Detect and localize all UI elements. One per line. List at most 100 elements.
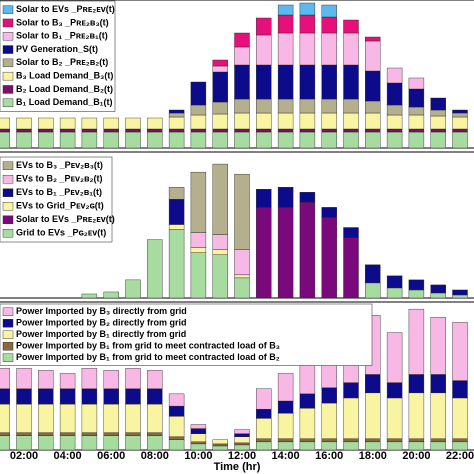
bar-segment [299, 441, 316, 451]
bar-segment [256, 34, 272, 66]
bar-segment [365, 128, 381, 133]
bar-segment [256, 408, 272, 419]
bar-segment [386, 441, 403, 451]
bar-segment [299, 438, 316, 443]
bar-segment [81, 128, 98, 133]
bar-segment [299, 128, 316, 133]
bar-segment [430, 131, 446, 149]
bar-segment [430, 441, 446, 451]
bar-segment [256, 98, 272, 114]
bar-segment [38, 403, 54, 433]
bar-segment [16, 403, 32, 433]
bar-segment [386, 114, 403, 130]
bar-segment [277, 14, 294, 34]
bar-segment [321, 438, 337, 443]
bar-segment [343, 131, 359, 149]
bar-segment [234, 173, 250, 250]
bar-segment [234, 64, 250, 100]
bar-segment [386, 287, 403, 299]
bar-segment [365, 264, 381, 284]
bar-segment [234, 131, 250, 149]
bar-segment [386, 131, 403, 149]
bar-segment [212, 101, 228, 115]
bar-segment [299, 131, 316, 149]
bar-segment [168, 131, 185, 149]
bar-segment [212, 128, 228, 133]
x-tick-label: 04:00 [54, 450, 82, 462]
bar-segment [408, 441, 425, 451]
bar-segment [452, 441, 468, 451]
bar-segment [343, 19, 359, 34]
legend-swatch [2, 32, 14, 41]
bar-segment [125, 432, 141, 436]
bar-segment [408, 106, 425, 116]
x-tick-label: 18:00 [359, 450, 387, 462]
bar-segment [386, 104, 403, 116]
bar-segment [343, 112, 359, 130]
bar-segment [168, 187, 185, 200]
legend-label: B₂ Load Demand_B₂(t) [16, 84, 113, 94]
bar-segment [16, 368, 32, 389]
bar-segment [343, 64, 359, 100]
bar-segment [168, 128, 185, 133]
legend-label: Power Imported by B₁ from grid to meet c… [16, 352, 280, 362]
bar-segment [234, 112, 250, 130]
x-tick-label: 08:00 [141, 450, 169, 462]
bar-segment [277, 413, 294, 439]
bar-segment [103, 117, 119, 130]
bar-segment [59, 131, 76, 149]
bar-segment [452, 397, 468, 439]
bar-segment [321, 207, 337, 218]
bar-segment [168, 112, 185, 118]
x-tick-label: 14:00 [272, 450, 300, 462]
legend-label: B₁ Load Demand_B₁(t) [16, 97, 112, 107]
bar-segment [0, 131, 10, 149]
bar-segment [190, 114, 207, 130]
bar-segment [190, 424, 207, 429]
bar-segment [299, 2, 316, 16]
bar-segment [0, 117, 10, 130]
legend-swatch [2, 98, 14, 107]
bar-segment [190, 232, 207, 248]
legend-swatch [2, 18, 14, 28]
bar-segment [234, 274, 250, 279]
legend-label: EVs to B₃ _Pᴇᴠ₂ʙ₃(t) [16, 160, 103, 170]
bar-segment [234, 46, 250, 66]
legend-swatch [2, 342, 14, 351]
legend-swatch [2, 175, 14, 184]
legend-label: Solar to B₃ _Pʀᴇ₂ʙ₃(t) [16, 17, 109, 27]
bar-segment [147, 403, 163, 433]
bar-segment [343, 397, 359, 439]
bar-segment [0, 403, 10, 433]
bar-segment [408, 114, 425, 130]
bar-segment [125, 403, 141, 433]
bar-segment [59, 403, 76, 433]
bar-segment [386, 67, 403, 84]
bar-segment [168, 116, 185, 130]
bar-segment [430, 115, 446, 130]
bar-segment [365, 131, 381, 149]
legend-label: Power Imported by B₂ directly from grid [16, 318, 187, 328]
x-tick-label: 20:00 [402, 450, 430, 462]
bar-segment [81, 368, 98, 389]
bar-segment [234, 442, 250, 446]
bar-segment [190, 252, 207, 299]
bar-segment [321, 128, 337, 133]
bar-segment [81, 131, 98, 149]
bar-segment [277, 207, 294, 299]
bar-segment [299, 192, 316, 203]
bar-segment [234, 429, 250, 434]
bar-segment [452, 128, 468, 133]
bar-segment [59, 435, 76, 451]
bar-segment [256, 128, 272, 133]
legend-label: Solar to EVs _Pʀᴇ₂ᴇᴠ(t) [16, 214, 115, 224]
bar-segment [408, 392, 425, 439]
bar-segment [147, 239, 163, 299]
bar-segment [365, 100, 381, 114]
bar-segment [234, 249, 250, 276]
legend-swatch [2, 353, 14, 362]
bar-segment [59, 128, 76, 133]
bar-segment [38, 370, 54, 389]
bar-segment [277, 64, 294, 100]
bar-segment [277, 400, 294, 414]
